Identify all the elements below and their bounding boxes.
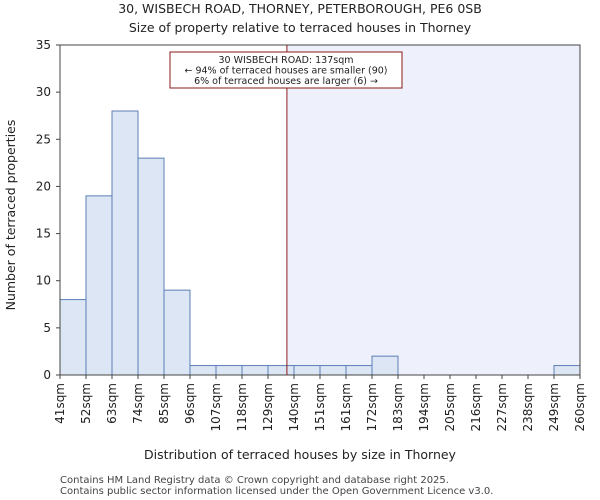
bar [59, 299, 87, 376]
x-tick-label: 194sqm [417, 383, 431, 431]
footer-line-1: Contains HM Land Registry data © Crown c… [60, 475, 449, 486]
x-tick-label: 140sqm [287, 383, 301, 431]
annotation-line-3: 6% of terraced houses are larger (6) → [194, 76, 378, 87]
y-tick-label: 5 [43, 321, 51, 335]
bar [293, 365, 321, 376]
x-tick-label: 238sqm [521, 383, 535, 431]
bar [319, 365, 347, 376]
chart-title: 30, WISBECH ROAD, THORNEY, PETERBOROUGH,… [118, 1, 482, 16]
x-tick-label: 41sqm [53, 383, 67, 424]
y-tick-label: 0 [43, 368, 51, 382]
x-axis-label: Distribution of terraced houses by size … [144, 447, 457, 462]
x-tick-label: 227sqm [495, 383, 509, 431]
bar [163, 289, 191, 376]
y-tick-label: 20 [36, 179, 51, 193]
x-tick-label: 74sqm [131, 383, 145, 424]
bar [85, 195, 113, 376]
x-tick-label: 96sqm [183, 383, 197, 424]
x-tick-label: 216sqm [469, 383, 483, 431]
y-tick-label: 25 [36, 132, 51, 146]
bar [215, 365, 243, 376]
bar [241, 365, 269, 376]
highlight-region [286, 45, 580, 375]
y-tick-label: 10 [36, 274, 51, 288]
footer-line-2: Contains public sector information licen… [60, 486, 493, 497]
x-tick-label: 107sqm [209, 383, 223, 431]
plot-area: 0 5 10 15 20 25 30 35 41sqm 52sqm 63sqm 74sqm 85sqm 9… [36, 38, 587, 431]
x-tick-label: 52sqm [79, 383, 93, 424]
annotation-box [169, 51, 403, 89]
bar [345, 365, 373, 376]
annotation-line-2: ← 94% of terraced houses are smaller (90… [184, 66, 387, 77]
chart-subtitle: Size of property relative to terraced ho… [129, 20, 472, 35]
bar [267, 365, 295, 376]
annotation-line-1: 30 WISBECH ROAD: 137sqm [219, 55, 354, 66]
x-tick-label: 85sqm [157, 383, 171, 424]
x-tick-label: 249sqm [547, 383, 561, 431]
y-tick-label: 35 [36, 38, 51, 52]
y-tick-label: 15 [36, 227, 51, 241]
x-tick-label: 161sqm [339, 383, 353, 431]
bar [111, 110, 139, 376]
x-tick-label: 63sqm [105, 383, 119, 424]
y-tick-label: 30 [36, 85, 51, 99]
x-tick-label: 118sqm [235, 383, 249, 431]
x-tick-label: 183sqm [391, 383, 405, 431]
x-tick-label: 129sqm [261, 383, 275, 431]
x-tick-label: 151sqm [313, 383, 327, 431]
x-tick-label: 260sqm [573, 383, 587, 431]
bar [371, 355, 399, 376]
x-tick-label: 172sqm [365, 383, 379, 431]
bar [189, 365, 217, 376]
bar [553, 365, 581, 376]
bar [137, 157, 165, 376]
y-axis-label: Number of terraced properties [3, 120, 18, 311]
x-tick-label: 205sqm [443, 383, 457, 431]
